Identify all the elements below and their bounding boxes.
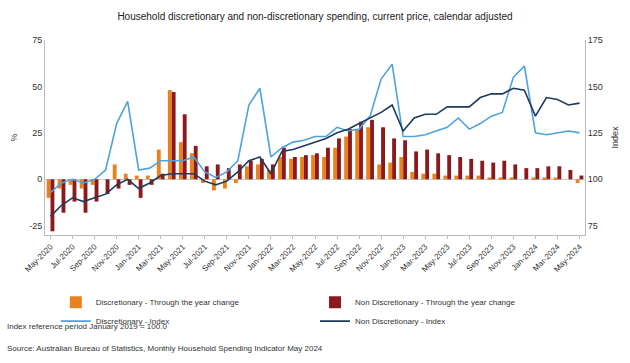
svg-text:Nov-2023: Nov-2023 — [487, 242, 518, 273]
svg-text:Index reference period January: Index reference period January 2019 = 10… — [7, 322, 167, 331]
svg-text:Mar-2022: Mar-2022 — [267, 242, 298, 273]
svg-text:100: 100 — [588, 174, 603, 184]
svg-text:150: 150 — [588, 82, 603, 92]
svg-text:May-2023: May-2023 — [420, 242, 452, 274]
svg-text:Sep-2020: Sep-2020 — [68, 242, 99, 273]
svg-text:Jul-2021: Jul-2021 — [181, 242, 209, 270]
svg-text:%: % — [9, 133, 19, 141]
svg-text:Index: Index — [610, 126, 620, 149]
svg-text:Non Discretionary - Index: Non Discretionary - Index — [355, 317, 445, 326]
svg-text:Jul-2022: Jul-2022 — [313, 242, 341, 270]
svg-text:Mar-2024: Mar-2024 — [531, 242, 562, 273]
svg-text:50: 50 — [32, 82, 42, 92]
svg-text:May-2020: May-2020 — [23, 242, 55, 274]
svg-text:Sep-2022: Sep-2022 — [332, 242, 363, 273]
svg-text:Discretionary - Through the ye: Discretionary - Through the year change — [96, 298, 240, 307]
svg-text:Sep-2023: Sep-2023 — [465, 242, 496, 273]
svg-text:Non Discretionary - Through th: Non Discretionary - Through the year cha… — [355, 298, 515, 307]
svg-text:75: 75 — [588, 221, 598, 231]
svg-text:Sep-2021: Sep-2021 — [200, 242, 231, 273]
svg-text:Jan-2022: Jan-2022 — [245, 242, 275, 272]
svg-text:Discretionary - Index: Discretionary - Index — [96, 317, 169, 326]
svg-text:Nov-2021: Nov-2021 — [222, 242, 253, 273]
svg-text:Jan-2024: Jan-2024 — [510, 242, 540, 272]
svg-text:Nov-2020: Nov-2020 — [90, 242, 121, 273]
svg-text:175: 175 — [588, 35, 603, 45]
svg-text:Nov-2022: Nov-2022 — [354, 242, 385, 273]
svg-text:Jan-2021: Jan-2021 — [113, 242, 143, 272]
svg-text:Mar-2021: Mar-2021 — [134, 242, 165, 273]
svg-text:May-2022: May-2022 — [288, 242, 320, 274]
svg-text:25: 25 — [32, 128, 42, 138]
svg-text:Mar-2023: Mar-2023 — [399, 242, 430, 273]
svg-text:-25: -25 — [29, 221, 42, 231]
svg-text:Household discretionary and no: Household discretionary and non-discreti… — [117, 11, 512, 22]
svg-text:0: 0 — [37, 174, 42, 184]
svg-text:75: 75 — [32, 35, 42, 45]
svg-text:Jul-2020: Jul-2020 — [49, 242, 77, 270]
svg-text:Jul-2023: Jul-2023 — [445, 242, 473, 270]
svg-text:Jan-2023: Jan-2023 — [377, 242, 407, 272]
svg-text:Source: Australian Bureau of S: Source: Australian Bureau of Statistics,… — [7, 344, 323, 353]
svg-text:May-2024: May-2024 — [552, 242, 584, 274]
svg-text:125: 125 — [588, 128, 603, 138]
svg-text:May-2021: May-2021 — [155, 242, 187, 274]
